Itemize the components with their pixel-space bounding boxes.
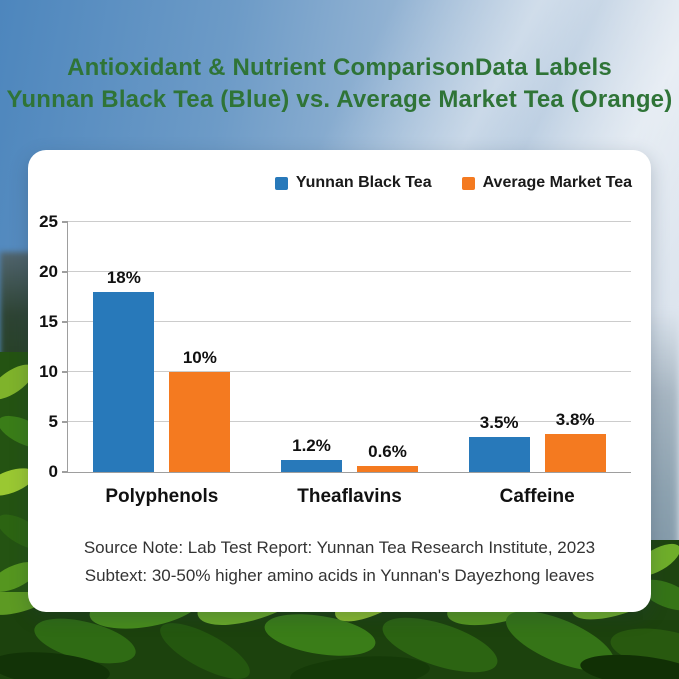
bar-value-label: 10% xyxy=(182,348,217,367)
plot-area: 0 5 10 15 20 25 Polyphenols 18% 10% Theaflavins 1.… xyxy=(39,212,631,507)
bar-average-market-tea-caffeine xyxy=(544,434,606,472)
bar-value-label: 18% xyxy=(106,268,141,287)
bar-yunnan-black-tea-polyphenols xyxy=(93,292,155,472)
title-line-1: Antioxidant & Nutrient ComparisonData La… xyxy=(67,54,612,81)
ytick-label-15: 15 xyxy=(39,312,58,331)
ytick-label-0: 0 xyxy=(48,462,58,481)
ytick-mark-15 xyxy=(62,321,68,323)
ytick-mark-25 xyxy=(62,221,68,223)
ytick-label-10: 10 xyxy=(39,362,58,381)
legend-label: Yunnan Black Tea xyxy=(295,174,432,191)
title-line-2: Yunnan Black Tea (Blue) vs. Average Mark… xyxy=(6,86,673,113)
bar-value-label: 0.6% xyxy=(368,442,407,461)
source-note: Source Note: Lab Test Report: Yunnan Tea… xyxy=(28,534,651,590)
ytick-label-20: 20 xyxy=(39,262,58,281)
bar-average-market-tea-polyphenols xyxy=(169,372,231,472)
legend-item-market: Average Market Tea xyxy=(461,174,632,192)
category-label-theaflavins: Theaflavins xyxy=(297,486,402,507)
source-note-line-1: Source Note: Lab Test Report: Yunnan Tea… xyxy=(83,538,596,557)
chart-legend: Yunnan Black Tea Average Market Tea xyxy=(274,174,632,192)
gridline-20 xyxy=(68,271,631,272)
gridline-5 xyxy=(68,421,631,422)
chart-card: Yunnan Black Tea Average Market Tea 0 5 10… xyxy=(28,150,651,612)
bar-value-label: 1.2% xyxy=(292,436,331,455)
page-title: Antioxidant & Nutrient ComparisonData La… xyxy=(0,52,679,116)
gridline-25 xyxy=(68,221,631,222)
legend-item-yunnan: Yunnan Black Tea xyxy=(274,174,432,192)
bar-yunnan-black-tea-caffeine xyxy=(468,437,530,472)
bar-value-label: 3.8% xyxy=(555,410,595,429)
ytick-mark-5 xyxy=(62,421,68,423)
bar-yunnan-black-tea-theaflavins xyxy=(281,460,342,472)
ytick-mark-20 xyxy=(62,271,68,273)
ytick-label-5: 5 xyxy=(48,412,58,431)
legend-swatch xyxy=(274,176,288,190)
category-label-polyphenols: Polyphenols xyxy=(105,486,219,507)
gridline-15 xyxy=(68,321,631,322)
legend-label: Average Market Tea xyxy=(482,174,632,191)
category-label-caffeine: Caffeine xyxy=(499,486,575,507)
bar-value-label: 3.5% xyxy=(479,413,519,432)
legend-swatch xyxy=(461,176,475,190)
ytick-label-25: 25 xyxy=(39,212,58,231)
gridline-10 xyxy=(68,371,631,372)
ytick-mark-10 xyxy=(62,371,68,373)
source-note-line-2: Subtext: 30-50% higher amino acids in Yu… xyxy=(84,566,595,585)
bar-average-market-tea-theaflavins xyxy=(357,466,418,472)
ytick-mark-0 xyxy=(62,471,68,473)
